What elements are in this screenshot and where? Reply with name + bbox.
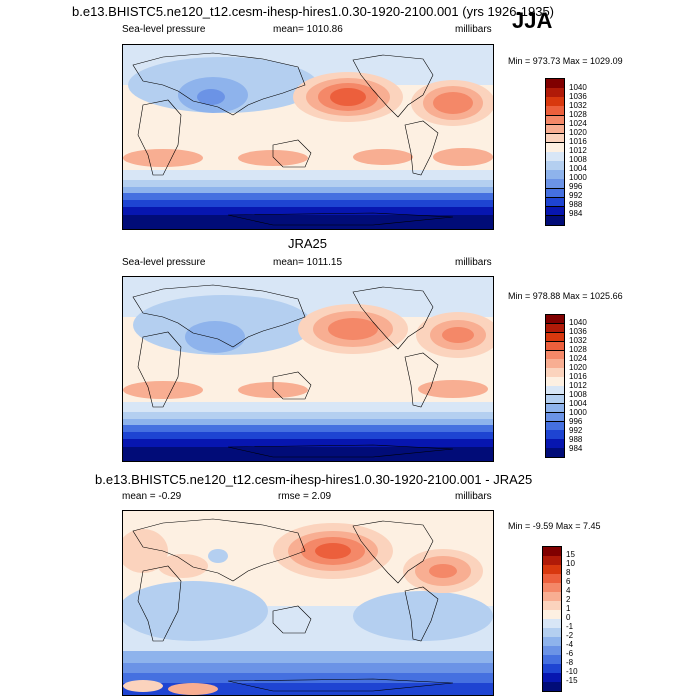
panel2-cb-label-1016: 1016 xyxy=(569,372,587,381)
panel1-colorbar-swatch xyxy=(546,215,564,226)
panel1-colorbar-boxes xyxy=(545,78,565,226)
panel2-units: millibars xyxy=(455,257,492,268)
panel1-cb-label-1032: 1032 xyxy=(569,101,587,110)
panel3-cb-label-4: 4 xyxy=(566,586,571,595)
panel2-colorbar-swatch xyxy=(546,368,564,378)
panel3-cb-label-neg2: -2 xyxy=(566,631,574,640)
panel3-colorbar-boxes xyxy=(542,546,562,692)
panel1-cb-label-1040: 1040 xyxy=(569,83,587,92)
panel1-mean: mean= 1010.86 xyxy=(273,24,343,35)
panel2-cb-label-988: 988 xyxy=(569,435,583,444)
panel2-variable: Sea-level pressure xyxy=(122,257,206,268)
panel3-cb-label-neg6: -6 xyxy=(566,649,574,658)
panel1-variable: Sea-level pressure xyxy=(122,24,206,35)
panel2-colorbar-swatch xyxy=(546,350,564,360)
panel3-cb-label-8: 8 xyxy=(566,568,571,577)
panel2-cb-label-1036: 1036 xyxy=(569,327,587,336)
panel2-colorbar-swatch xyxy=(546,315,564,325)
panel2-cb-label-996: 996 xyxy=(569,417,583,426)
panel2-colorbar-swatch xyxy=(546,341,564,351)
panel2-cb-label-1004: 1004 xyxy=(569,399,587,408)
panel2-cb-label-1008: 1008 xyxy=(569,390,587,399)
panel2-cb-label-984: 984 xyxy=(569,444,583,453)
panel2-cb-label-1020: 1020 xyxy=(569,363,587,372)
panel1-cb-label-1008: 1008 xyxy=(569,155,587,164)
panel2-slp-field xyxy=(123,277,493,461)
panel1-cb-label-1024: 1024 xyxy=(569,119,587,128)
panel3-map xyxy=(122,510,494,696)
model-title: b.e13.BHISTC5.ne120_t12.cesm-ihesp-hires… xyxy=(72,4,555,19)
panel1-cb-label-1028: 1028 xyxy=(569,110,587,119)
panel1-minmax: Min = 973.73 Max = 1029.09 xyxy=(508,56,623,66)
panel2-colorbar-swatch xyxy=(546,323,564,334)
panel1-cb-label-988: 988 xyxy=(569,200,583,209)
panel2-colorbar-boxes xyxy=(545,314,565,458)
panel3-units: millibars xyxy=(455,491,492,502)
panel3-cb-label-neg8: -8 xyxy=(566,658,574,667)
panel2-cb-label-992: 992 xyxy=(569,426,583,435)
panel2-colorbar-swatch xyxy=(546,412,564,422)
panel2-heading: JRA25 xyxy=(288,236,328,251)
panel2-mean: mean= 1011.15 xyxy=(273,257,343,268)
panel3-minmax: Min = -9.59 Max = 7.45 xyxy=(508,521,601,531)
panel2-colorbar-swatch xyxy=(546,439,564,449)
panel2-colorbar-swatch xyxy=(546,448,564,458)
panel3-heading: b.e13.BHISTC5.ne120_t12.cesm-ihesp-hires… xyxy=(95,472,533,487)
panel3-cb-label-2: 2 xyxy=(566,595,571,604)
panel3-cb-label-15: 15 xyxy=(566,550,575,559)
panel3-rmse: rmse = 2.09 xyxy=(278,491,332,502)
panel2-colorbar-swatch xyxy=(546,377,564,387)
panel1-cb-label-1016: 1016 xyxy=(569,137,587,146)
panel2-colorbar-swatch xyxy=(546,430,564,440)
panel3-mean: mean = -0.29 xyxy=(122,491,182,502)
season-label: JJA xyxy=(512,8,553,33)
panel2-colorbar-swatch xyxy=(546,359,564,369)
panel2-colorbar-swatch xyxy=(546,386,564,396)
panel3-cb-label-1: 1 xyxy=(566,604,571,613)
panel1-units: millibars xyxy=(455,24,492,35)
panel2-cb-label-1028: 1028 xyxy=(569,345,587,354)
panel1-cb-label-1000: 1000 xyxy=(569,173,587,182)
panel2-colorbar-swatch xyxy=(546,421,564,431)
panel2-colorbar-swatch xyxy=(546,403,564,414)
panel3-cb-label-neg10: -10 xyxy=(566,667,578,676)
panel3-cb-label-6: 6 xyxy=(566,577,571,586)
panel1-slp-field xyxy=(123,45,493,229)
panel1-cb-label-992: 992 xyxy=(569,191,583,200)
panel3-diff-field xyxy=(123,511,493,695)
panel3-colorbar-swatch xyxy=(543,682,561,692)
panel2-map xyxy=(122,276,494,462)
panel1-cb-label-1020: 1020 xyxy=(569,128,587,137)
panel3-cb-label-0: 0 xyxy=(566,613,571,622)
panel2-colorbar-swatch xyxy=(546,332,564,343)
panel1-cb-label-984: 984 xyxy=(569,209,583,218)
panel2-cb-label-1024: 1024 xyxy=(569,354,587,363)
panel2-cb-label-1000: 1000 xyxy=(569,408,587,417)
panel2-cb-label-1012: 1012 xyxy=(569,381,587,390)
panel2-cb-label-1032: 1032 xyxy=(569,336,587,345)
panel1-cb-label-1004: 1004 xyxy=(569,164,587,173)
panel1-cb-label-996: 996 xyxy=(569,182,583,191)
panel1-cb-label-1036: 1036 xyxy=(569,92,587,101)
panel2-cb-label-1040: 1040 xyxy=(569,318,587,327)
panel3-cb-label-neg1: -1 xyxy=(566,622,574,631)
panel3-cb-label-neg15: -15 xyxy=(566,676,578,685)
panel2-minmax: Min = 978.88 Max = 1025.66 xyxy=(508,291,623,301)
panel3-cb-label-10: 10 xyxy=(566,559,575,568)
panel1-map xyxy=(122,44,494,230)
panel2-colorbar-swatch xyxy=(546,394,564,405)
panel3-cb-label-neg4: -4 xyxy=(566,640,574,649)
panel1-cb-label-1012: 1012 xyxy=(569,146,587,155)
